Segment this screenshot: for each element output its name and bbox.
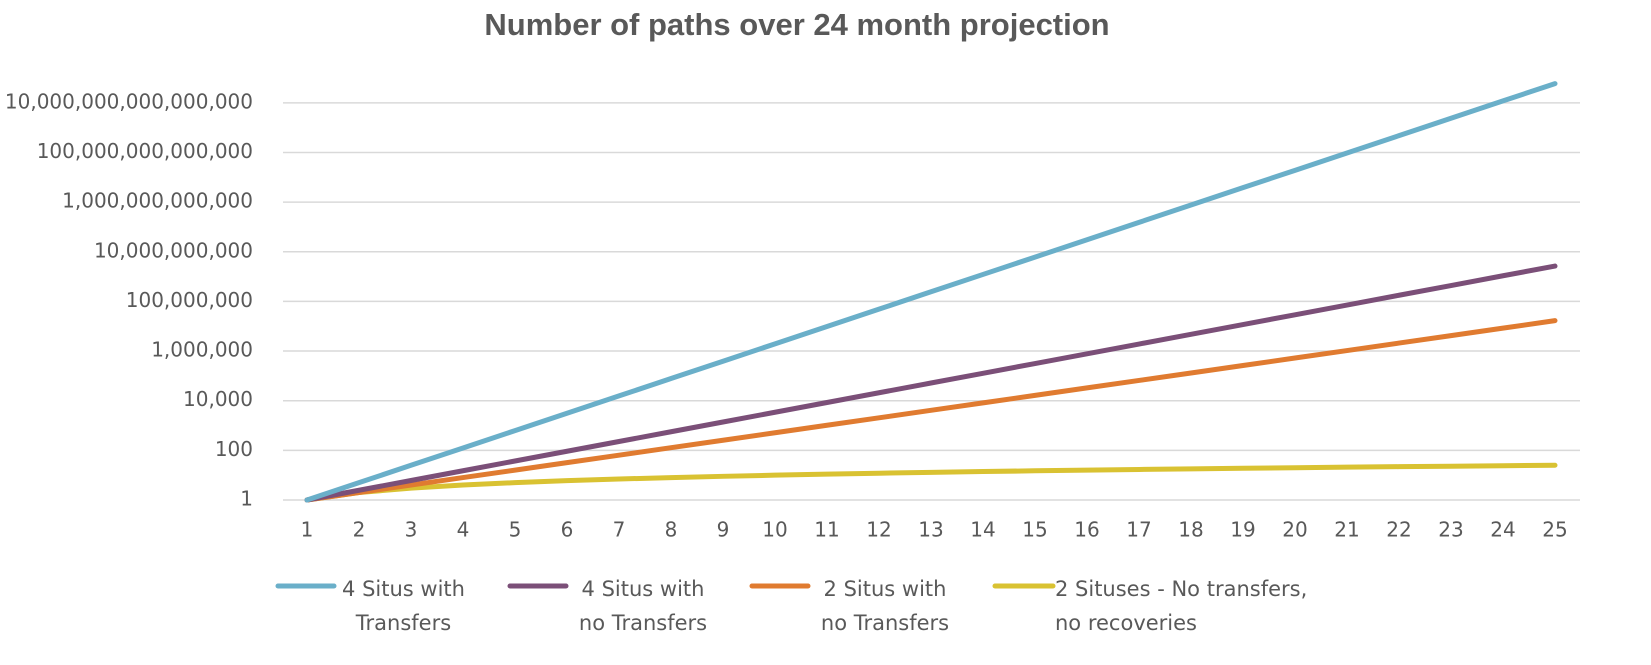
y-tick-label: 100,000,000,000,000 bbox=[37, 139, 253, 163]
series-line bbox=[304, 263, 1558, 503]
legend-label: 4 Situs with Transfers bbox=[342, 577, 465, 635]
y-tick-label: 10,000 bbox=[183, 387, 253, 411]
x-tick-label: 11 bbox=[814, 518, 839, 542]
x-tick-label: 16 bbox=[1074, 518, 1099, 542]
x-tick-label: 17 bbox=[1126, 518, 1151, 542]
x-tick-label: 24 bbox=[1490, 518, 1515, 542]
x-tick-label: 12 bbox=[866, 518, 891, 542]
x-tick-label: 15 bbox=[1022, 518, 1047, 542]
x-tick-label: 8 bbox=[665, 518, 678, 542]
x-tick-label: 5 bbox=[509, 518, 522, 542]
x-tick-label: 21 bbox=[1334, 518, 1359, 542]
x-tick-label: 18 bbox=[1178, 518, 1203, 542]
legend-label: 2 Situs with no Transfers bbox=[820, 577, 950, 635]
x-tick-label: 3 bbox=[405, 518, 418, 542]
series-line bbox=[304, 81, 1558, 503]
y-tick-label: 10,000,000,000 bbox=[94, 238, 253, 262]
chart-title: Number of paths over 24 month projection bbox=[484, 7, 1109, 42]
x-tick-label: 22 bbox=[1386, 518, 1411, 542]
series-line bbox=[304, 318, 1558, 503]
x-tick-label: 14 bbox=[970, 518, 995, 542]
x-tick-label: 25 bbox=[1542, 518, 1567, 542]
x-tick-label: 13 bbox=[918, 518, 943, 542]
x-tick-label: 9 bbox=[717, 518, 730, 542]
x-tick-label: 20 bbox=[1282, 518, 1307, 542]
y-tick-label: 1,000,000 bbox=[151, 338, 253, 362]
x-tick-label: 7 bbox=[613, 518, 626, 542]
y-tick-label: 1 bbox=[240, 487, 253, 511]
y-tick-label: 1,000,000,000,000 bbox=[62, 189, 253, 213]
legend-label: 4 Situs with no Transfers bbox=[578, 577, 708, 635]
series-line bbox=[304, 462, 1558, 503]
x-tick-label: 19 bbox=[1230, 518, 1255, 542]
x-tick-label: 2 bbox=[353, 518, 366, 542]
x-tick-label: 6 bbox=[561, 518, 574, 542]
x-tick-label: 4 bbox=[457, 518, 470, 542]
y-tick-label: 100,000,000 bbox=[126, 288, 253, 312]
y-tick-label: 10,000,000,000,000,000 bbox=[5, 89, 253, 113]
x-tick-label: 10 bbox=[762, 518, 787, 542]
x-tick-label: 23 bbox=[1438, 518, 1463, 542]
x-tick-label: 1 bbox=[301, 518, 314, 542]
legend-label: 2 Situses - No transfers, no recoveries bbox=[1055, 577, 1308, 635]
y-tick-label: 100 bbox=[215, 437, 253, 461]
